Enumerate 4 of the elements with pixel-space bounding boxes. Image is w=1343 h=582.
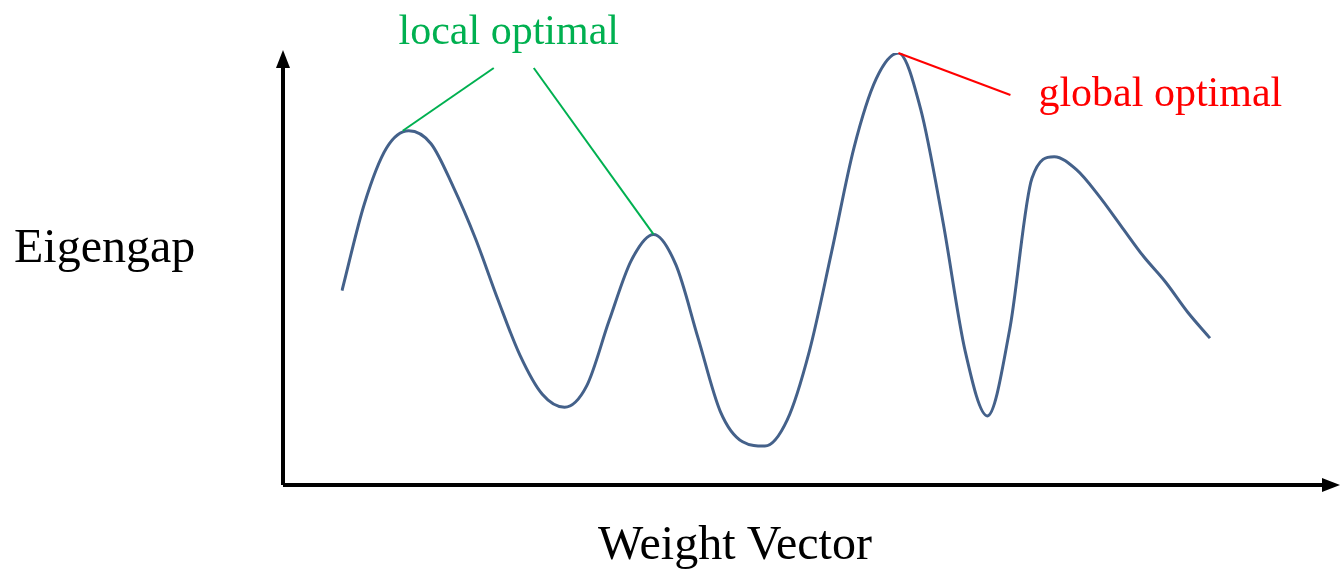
annotation: global optimal [1038,69,1283,116]
annotation: local optimal [398,7,619,54]
y-axis-title: Eigengap [14,218,196,273]
x-axis-title: Weight Vector [597,515,873,570]
